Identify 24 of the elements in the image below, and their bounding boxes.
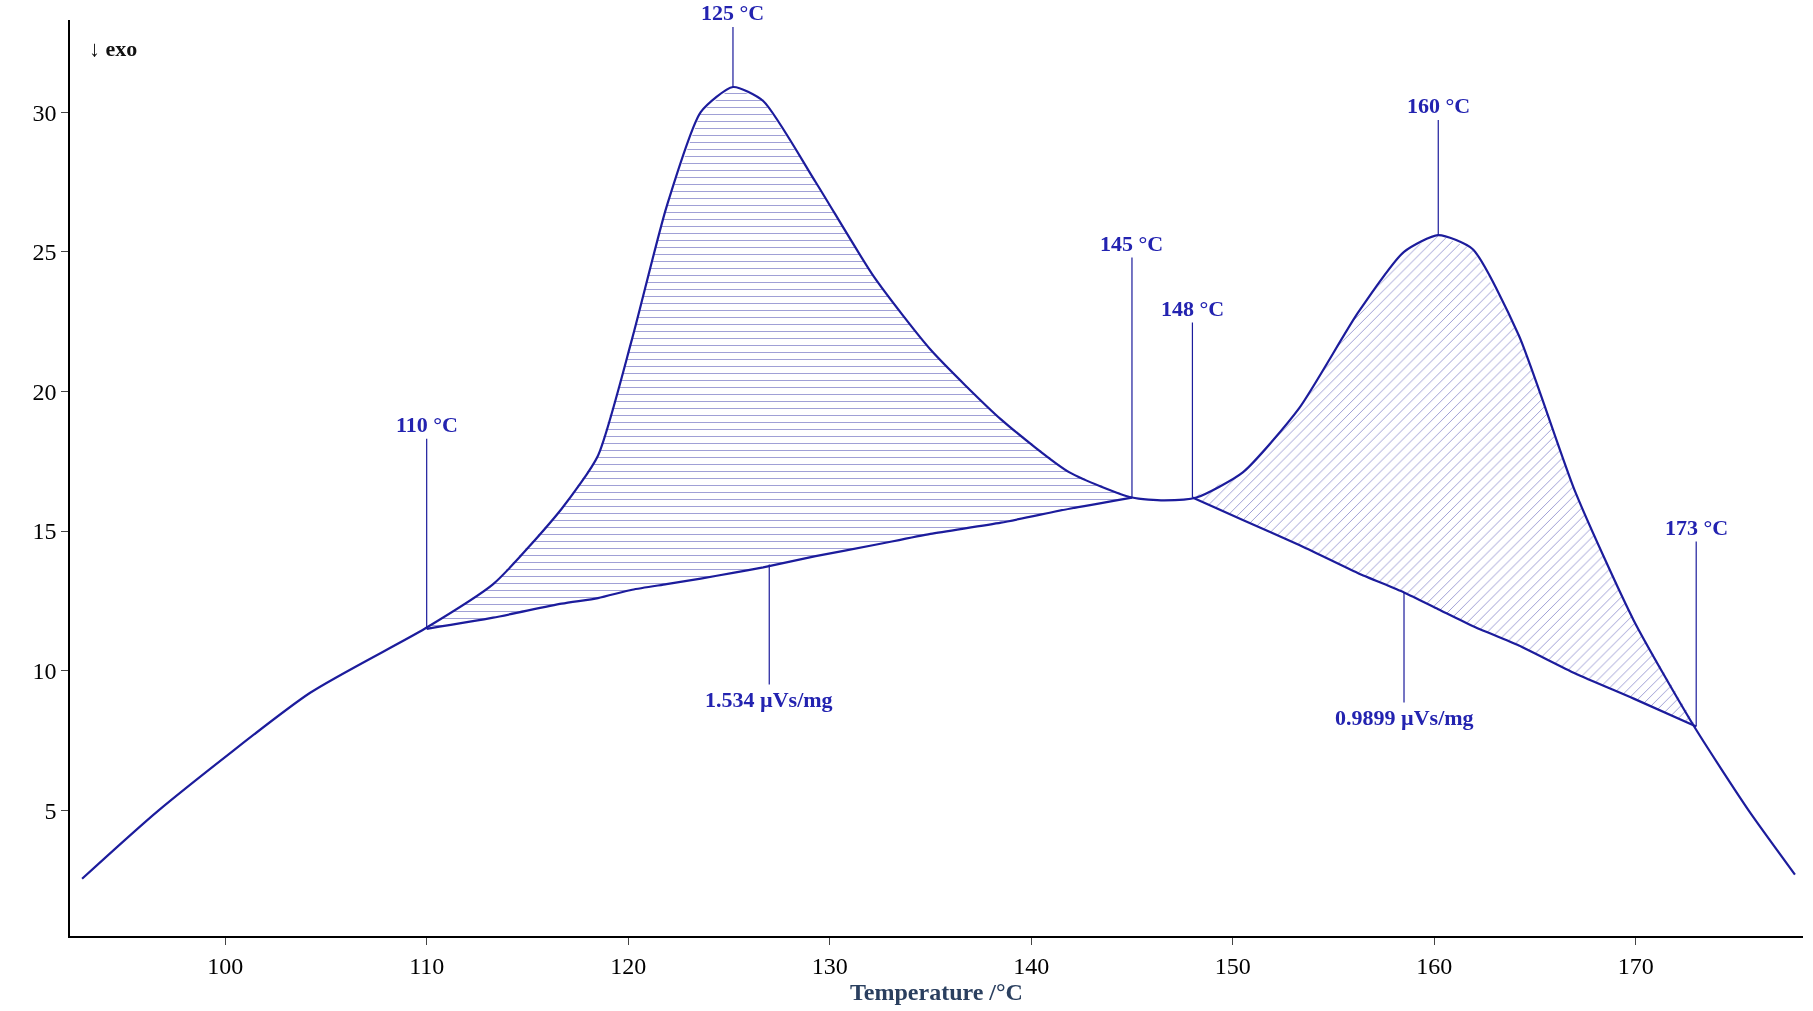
annotation: 145 °C [1100, 231, 1164, 256]
x-axis-title: Temperature /°C [850, 978, 1023, 1005]
y-tick-label: 30 [32, 99, 57, 126]
annotation: 160 °C [1407, 93, 1471, 118]
x-tick-label: 100 [207, 952, 244, 979]
x-tick-label: 170 [1617, 952, 1654, 979]
x-tick-label: 110 [409, 952, 445, 979]
x-tick-label: 150 [1214, 952, 1251, 979]
annotation: 173 °C [1665, 515, 1729, 540]
y-tick-label: 5 [44, 797, 57, 824]
annotation: 125 °C [701, 0, 765, 25]
annotation: ↓ exo [89, 36, 138, 61]
x-tick-label: 130 [811, 952, 848, 979]
y-tick-label: 15 [32, 518, 57, 545]
annotation: 1.534 µVs/mg [705, 687, 833, 712]
y-tick-label: 25 [32, 239, 57, 266]
x-tick-label: 160 [1416, 952, 1453, 979]
x-tick-label: 120 [610, 952, 647, 979]
x-tick-label: 140 [1013, 952, 1050, 979]
annotation: 148 °C [1161, 296, 1225, 321]
y-tick-label: 10 [32, 658, 57, 685]
annotation: 0.9899 µVs/mg [1335, 705, 1474, 730]
annotation: 110 °C [396, 412, 458, 437]
y-tick-label: 20 [32, 378, 57, 405]
